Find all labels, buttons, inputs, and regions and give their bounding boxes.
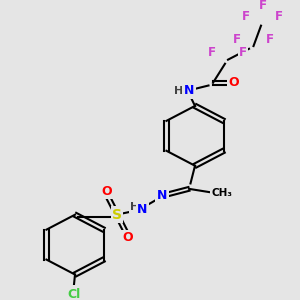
Text: S: S [112,208,122,222]
Text: O: O [229,76,239,89]
Text: F: F [259,0,266,12]
Text: N: N [157,189,167,202]
Text: CH₃: CH₃ [212,188,233,198]
Text: Cl: Cl [67,288,80,300]
Text: F: F [275,10,283,22]
Text: F: F [239,46,247,59]
Text: F: F [208,46,215,59]
Text: O: O [101,185,112,198]
Text: O: O [122,231,133,244]
Text: N: N [137,203,148,216]
Text: F: F [266,33,274,46]
Text: N: N [184,84,194,98]
Text: F: F [233,33,241,46]
Text: H: H [130,202,140,212]
Text: F: F [242,10,250,22]
Text: H: H [174,86,183,96]
